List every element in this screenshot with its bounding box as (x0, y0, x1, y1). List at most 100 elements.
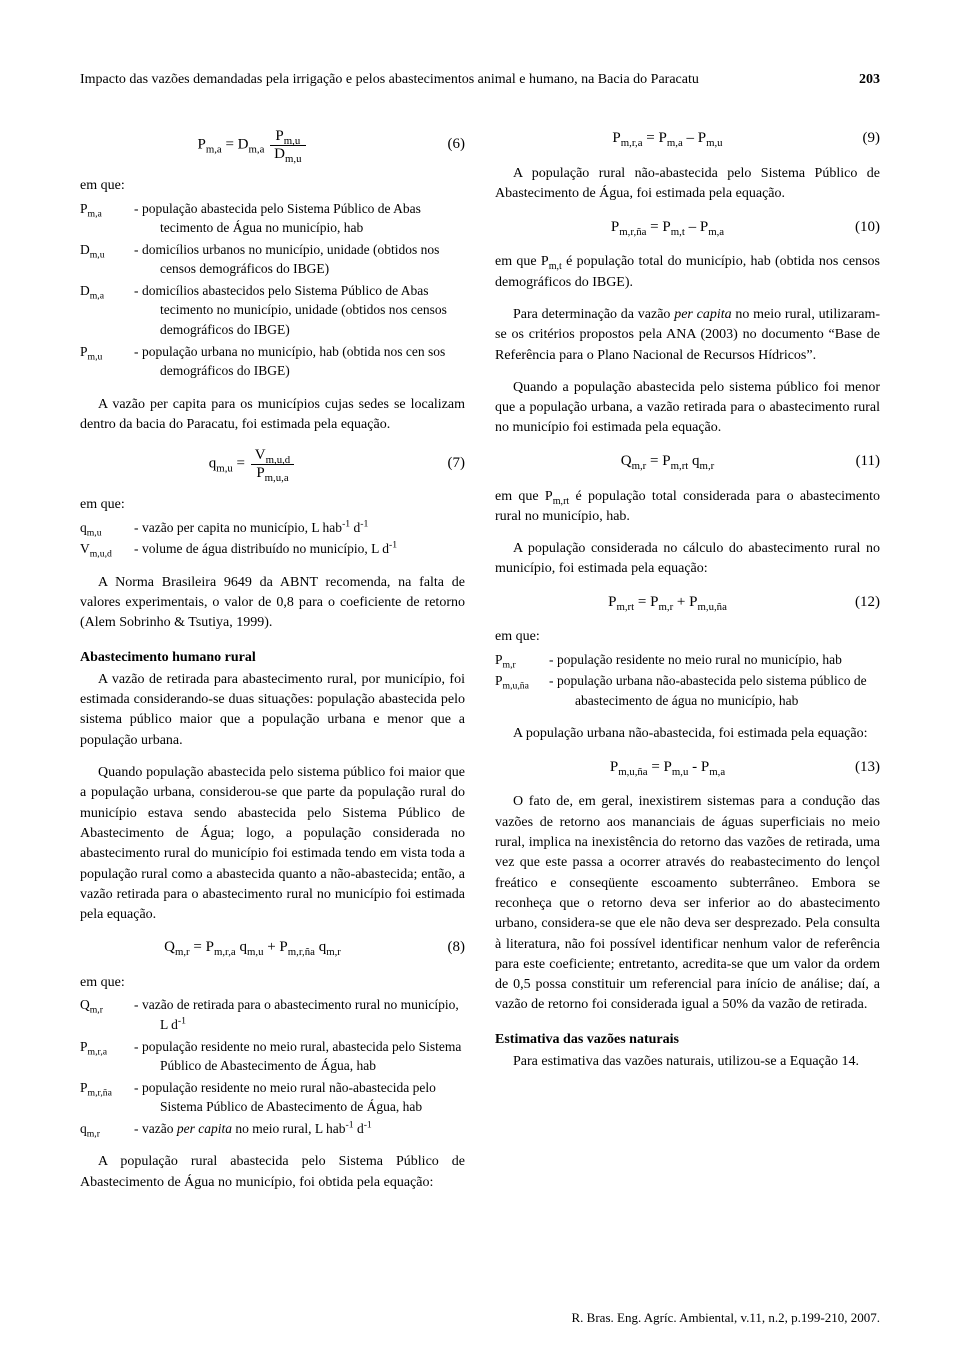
definition-text: vazão per capita no município, L hab-1 d… (142, 518, 465, 538)
definition-row: Pm,a-população abastecida pelo Sistema P… (80, 199, 465, 238)
eq6-number: (6) (425, 134, 465, 156)
definition-dash: - (134, 995, 142, 1015)
eq9-number: (9) (840, 128, 880, 150)
running-header: Impacto das vazões demandadas pela irrig… (80, 70, 880, 90)
two-column-layout: Pm,a = Dm,a Pm,uDm,u (6) em que: Pm,a-po… (80, 118, 880, 1205)
definition-row: Pm,r,ña-população residente no meio rura… (80, 1078, 465, 1117)
definition-text: população residente no meio rural, abast… (142, 1037, 465, 1076)
paragraph-l4: Quando população abastecida pelo sistema… (80, 763, 465, 925)
paragraph-r6: A população considerada no cálculo do ab… (495, 539, 880, 580)
definitions-3: Qm,r-vazão de retirada para o abastecime… (80, 995, 465, 1138)
definition-dash: - (134, 518, 142, 538)
definitions-2: qm,u-vazão per capita no município, L ha… (80, 518, 465, 559)
definition-dash: - (549, 650, 557, 670)
definition-text: vazão de retirada para o abastecimento r… (142, 995, 465, 1034)
equation-9: Pm,r,a = Pm,a – Pm,u (9) (495, 128, 880, 150)
definition-symbol: Dm,u (80, 240, 134, 260)
definition-text: volume de água distribuído no município,… (142, 539, 465, 559)
equation-10: Pm,r,ña = Pm,t – Pm,a (10) (495, 217, 880, 239)
definition-symbol: Vm,u,d (80, 539, 134, 559)
definition-symbol: Pm,r,a (80, 1037, 134, 1057)
definition-symbol: Pm,a (80, 199, 134, 219)
definition-row: Vm,u,d-volume de água distribuído no mun… (80, 539, 465, 559)
equation-7: qm,u = Vm,u,dPm,u,a (7) (80, 447, 465, 481)
eq8-body: Qm,r = Pm,r,a qm,u + Pm,r,ña qm,r (80, 937, 425, 959)
footer-citation: R. Bras. Eng. Agríc. Ambiental, v.11, n.… (572, 1309, 880, 1328)
definition-text: domicílios abastecidos pelo Sistema Públ… (142, 281, 465, 340)
paragraph-r5: em que Pm,rt é população total considera… (495, 487, 880, 528)
eq12-number: (12) (840, 592, 880, 614)
definition-text: população urbana no município, hab (obti… (142, 342, 465, 381)
eq10-body: Pm,r,ña = Pm,t – Pm,a (495, 217, 840, 239)
definition-dash: - (134, 281, 142, 301)
definition-symbol: Pm,r (495, 650, 549, 670)
paragraph-r9: Para estimativa das vazões naturais, uti… (495, 1052, 880, 1072)
definition-row: Dm,a-domicílios abastecidos pelo Sistema… (80, 281, 465, 340)
definition-text: população residente no meio rural no mun… (557, 650, 880, 670)
definition-dash: - (134, 342, 142, 362)
definition-dash: - (134, 199, 142, 219)
eq11-number: (11) (840, 451, 880, 473)
header-title: Impacto das vazões demandadas pela irrig… (80, 70, 699, 90)
eq13-body: Pm,u,ña = Pm,u - Pm,a (495, 757, 840, 779)
equation-13: Pm,u,ña = Pm,u - Pm,a (13) (495, 757, 880, 779)
definition-row: Dm,u-domicílios urbanos no município, un… (80, 240, 465, 279)
definition-symbol: Qm,r (80, 995, 134, 1015)
equation-6: Pm,a = Dm,a Pm,uDm,u (6) (80, 128, 465, 162)
paragraph-l5: A população rural abastecida pelo Sistem… (80, 1152, 465, 1193)
definitions-1: Pm,a-população abastecida pelo Sistema P… (80, 199, 465, 381)
eq6-body: Pm,a = Dm,a Pm,uDm,u (80, 128, 425, 162)
definition-text: população residente no meio rural não-ab… (142, 1078, 465, 1117)
definitions-r1: Pm,r-população residente no meio rural n… (495, 650, 880, 711)
right-column: Pm,r,a = Pm,a – Pm,u (9) A população rur… (495, 118, 880, 1205)
eq12-body: Pm,rt = Pm,r + Pm,u,ña (495, 592, 840, 614)
definition-row: Pm,r,a-população residente no meio rural… (80, 1037, 465, 1076)
definition-symbol: Pm,u (80, 342, 134, 362)
em-que-label-1: em que: (80, 176, 465, 196)
definition-row: Pm,u,ña-população urbana não-abastecida … (495, 671, 880, 710)
paragraph-r1: A população rural não-abastecida pelo Si… (495, 164, 880, 205)
definition-dash: - (134, 1037, 142, 1057)
paragraph-l1: A vazão per capita para os municípios cu… (80, 395, 465, 436)
definition-symbol: Pm,r,ña (80, 1078, 134, 1098)
equation-8: Qm,r = Pm,r,a qm,u + Pm,r,ña qm,r (8) (80, 937, 465, 959)
paragraph-r8: O fato de, em geral, inexistirem sistema… (495, 792, 880, 1015)
definition-dash: - (134, 1119, 142, 1139)
eq7-body: qm,u = Vm,u,dPm,u,a (80, 447, 425, 481)
definition-symbol: Pm,u,ña (495, 671, 549, 691)
paragraph-r3: Para determinação da vazão per capita no… (495, 305, 880, 366)
equation-12: Pm,rt = Pm,r + Pm,u,ña (12) (495, 592, 880, 614)
definition-symbol: Dm,a (80, 281, 134, 301)
paragraph-r4: Quando a população abastecida pelo siste… (495, 378, 880, 439)
definition-dash: - (134, 1078, 142, 1098)
definition-dash: - (134, 240, 142, 260)
eq7-number: (7) (425, 453, 465, 475)
em-que-label-r1: em que: (495, 627, 880, 647)
eq10-number: (10) (840, 217, 880, 239)
definition-dash: - (134, 539, 142, 559)
definition-row: Pm,u-população urbana no município, hab … (80, 342, 465, 381)
em-que-label-3: em que: (80, 973, 465, 993)
subheading-rural: Abastecimento humano rural (80, 648, 465, 668)
paragraph-l3: A vazão de retirada para abastecimento r… (80, 670, 465, 751)
eq13-number: (13) (840, 757, 880, 779)
eq9-body: Pm,r,a = Pm,a – Pm,u (495, 128, 840, 150)
definition-dash: - (549, 671, 557, 691)
definition-text: domicílios urbanos no município, unidade… (142, 240, 465, 279)
definition-text: população urbana não-abastecida pelo sis… (557, 671, 880, 710)
definition-text: vazão per capita no meio rural, L hab-1 … (142, 1119, 465, 1139)
paragraph-r2: em que Pm,t é população total do municíp… (495, 252, 880, 293)
equation-11: Qm,r = Pm,rt qm,r (11) (495, 451, 880, 473)
definition-row: Pm,r-população residente no meio rural n… (495, 650, 880, 670)
subheading-naturais: Estimativa das vazões naturais (495, 1030, 880, 1050)
definition-symbol: qm,u (80, 518, 134, 538)
paragraph-r7: A população urbana não-abastecida, foi e… (495, 724, 880, 744)
eq8-number: (8) (425, 937, 465, 959)
em-que-label-2: em que: (80, 495, 465, 515)
definition-row: qm,r-vazão per capita no meio rural, L h… (80, 1119, 465, 1139)
definition-symbol: qm,r (80, 1119, 134, 1139)
definition-text: população abastecida pelo Sistema Públic… (142, 199, 465, 238)
definition-row: Qm,r-vazão de retirada para o abastecime… (80, 995, 465, 1034)
left-column: Pm,a = Dm,a Pm,uDm,u (6) em que: Pm,a-po… (80, 118, 465, 1205)
definition-row: qm,u-vazão per capita no município, L ha… (80, 518, 465, 538)
